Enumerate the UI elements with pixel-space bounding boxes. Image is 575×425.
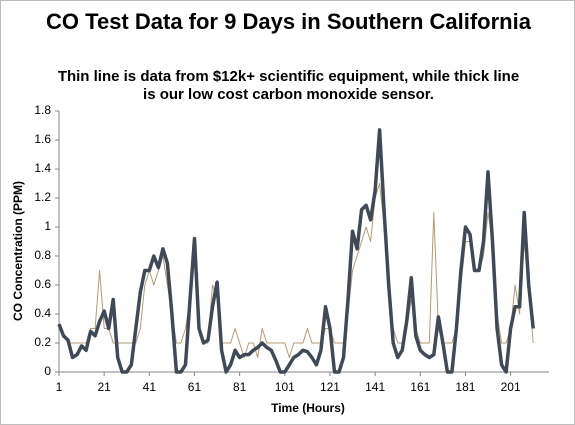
x-tick-label: 81 [233,380,247,394]
chart-subtitle: Thin line is data from $12k+ scientific … [57,68,520,103]
y-tick-label: 0.6 [34,277,51,291]
y-tick-label: 1.8 [34,103,51,117]
x-tick-label: 21 [97,380,111,394]
x-tick-label: 101 [275,380,295,394]
x-tick-label: 161 [410,380,430,394]
data-line [57,128,535,374]
x-tick-label: 201 [501,380,521,394]
x-tick-label: 121 [320,380,340,394]
x-tick-label: 41 [143,380,157,394]
x-tick-label: 181 [455,380,475,394]
y-axis-label: CO Concentration (PPM) [11,181,25,321]
y-tick-label: 0.8 [34,248,51,262]
y-tick-label: 0.4 [34,306,51,320]
y-tick-label: 1.2 [34,190,51,204]
y-tick-label: 1.6 [34,132,51,146]
x-tick-label: 61 [188,380,202,394]
x-tick-label: 141 [365,380,385,394]
y-tick-label: 0.2 [34,335,51,349]
y-tick-label: 1 [44,219,51,233]
y-tick-label: 0 [44,364,51,378]
x-tick-label: 1 [56,380,63,394]
chart-title: CO Test Data for 9 Days in Southern Cali… [46,9,531,34]
x-axis-label: Time (Hours) [271,401,345,415]
y-tick-label: 1.4 [34,161,51,175]
